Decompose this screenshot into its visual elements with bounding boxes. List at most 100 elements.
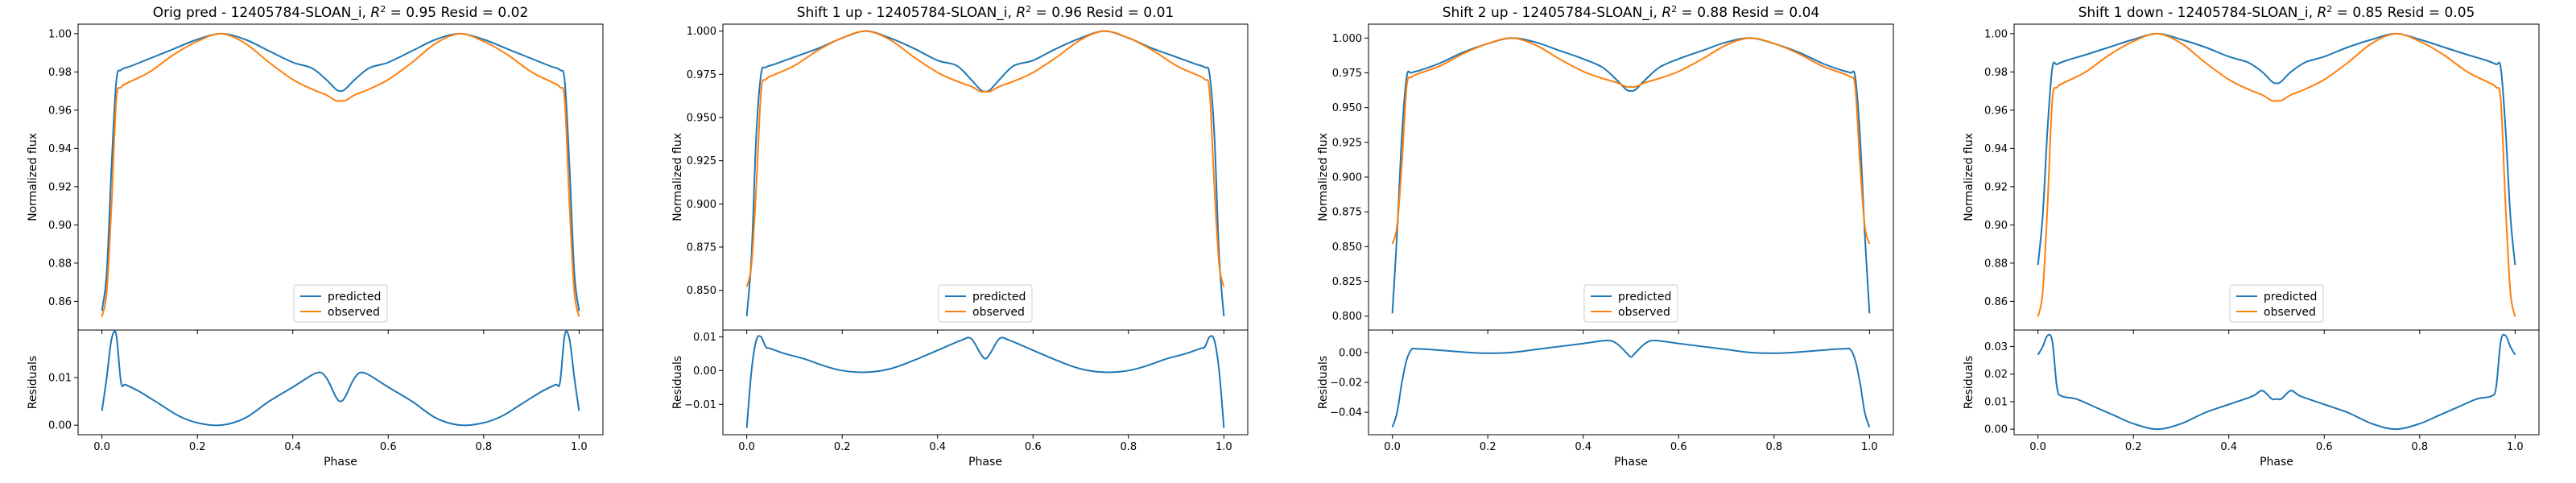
x-axis-label: Phase [1614, 456, 1648, 469]
legend-label-observed: observed [972, 306, 1025, 319]
y-tick-label: 0.86 [48, 296, 72, 308]
chart-title: Orig pred - 12405784-SLOAN_i, R2 = 0.95 … [153, 4, 529, 21]
resid-y-tick-label: 0.01 [48, 373, 72, 385]
y-tick-label: 0.88 [48, 258, 72, 270]
y-tick-label: 0.90 [48, 220, 72, 232]
x-tick-label: 0.4 [929, 441, 946, 453]
y-tick-label: 0.800 [1332, 311, 1362, 323]
legend-box [293, 284, 388, 323]
title-prefix: Orig pred - 12405784-SLOAN_i, [153, 5, 371, 21]
y-tick-label: 0.875 [687, 242, 716, 254]
resid-y-tick-label: 0.01 [1984, 396, 2008, 408]
resid-y-axis-label: Residuals [27, 356, 39, 409]
legend-box [1583, 284, 1678, 323]
legend-label-observed: observed [1618, 306, 1670, 319]
y-tick-label: 0.96 [48, 105, 72, 117]
title-superscript: 2 [1671, 4, 1677, 14]
chart-panel-4: Shift 1 down - 12405784-SLOAN_i, R2 = 0.… [1963, 4, 2540, 469]
title-r-symbol: R [1662, 5, 1671, 21]
resid-y-tick-label: 0.00 [693, 365, 716, 378]
chart-panel-1: Orig pred - 12405784-SLOAN_i, R2 = 0.95 … [27, 4, 604, 469]
resid-y-tick-label: −0.04 [1330, 407, 1362, 419]
y-tick-label: 0.850 [687, 285, 716, 297]
title-prefix: Shift 1 down - 12405784-SLOAN_i, [2079, 5, 2318, 21]
x-tick-label: 0.4 [2220, 441, 2237, 453]
x-tick-label: 0.8 [475, 441, 492, 453]
title-suffix: = 0.96 Resid = 0.01 [1031, 5, 1174, 21]
title-r-symbol: R [1016, 5, 1026, 21]
y-tick-label: 1.00 [1984, 28, 2008, 40]
title-superscript: 2 [380, 4, 386, 14]
y-tick-label: 0.975 [1332, 68, 1362, 80]
residuals-line [745, 335, 1225, 428]
x-tick-label: 0.0 [2029, 441, 2046, 453]
legend-label-observed: observed [2264, 306, 2316, 319]
y-tick-label: 0.900 [687, 199, 716, 211]
resid-y-tick-label: 0.00 [48, 420, 72, 432]
series-line-predicted [2037, 32, 2516, 266]
y-axis-label: Normalized flux [1317, 133, 1330, 221]
legend: predicted observed [2229, 284, 2324, 323]
x-tick-label: 0.8 [1120, 441, 1137, 453]
resid-y-tick-label: 0.03 [1984, 341, 2008, 353]
resid-y-axis-label: Residuals [1963, 356, 1975, 409]
residuals-line [101, 330, 580, 427]
y-tick-label: 0.925 [1332, 137, 1362, 149]
residual-axes-frame [2013, 329, 2540, 436]
series-line-observed [101, 32, 580, 317]
y-tick-label: 0.98 [1984, 67, 2008, 79]
y-axis-label: Normalized flux [671, 133, 684, 221]
legend: predicted observed [938, 284, 1033, 323]
x-tick-label: 1.0 [1216, 441, 1232, 453]
legend: predicted observed [1583, 284, 1678, 323]
title-superscript: 2 [2326, 4, 2332, 14]
x-tick-label: 0.6 [380, 441, 397, 453]
y-axis-label: Normalized flux [1963, 133, 1975, 221]
resid-y-tick-label: 0.00 [1339, 347, 1362, 359]
x-axis-label: Phase [968, 456, 1002, 469]
x-tick-label: 0.6 [1025, 441, 1042, 453]
x-tick-label: 0.0 [1384, 441, 1401, 453]
y-tick-label: 0.90 [1984, 220, 2008, 232]
title-suffix: = 0.88 Resid = 0.04 [1677, 5, 1819, 21]
y-tick-label: 0.900 [1332, 172, 1362, 184]
resid-y-tick-label: 0.02 [1984, 369, 2008, 381]
x-tick-label: 0.0 [738, 441, 755, 453]
chart-title: Shift 1 up - 12405784-SLOAN_i, R2 = 0.96… [797, 4, 1174, 21]
x-tick-label: 0.6 [2316, 441, 2333, 453]
legend-box [938, 284, 1033, 323]
main-axes-frame [77, 23, 604, 331]
legend-label-predicted: predicted [2264, 291, 2317, 303]
x-tick-label: 0.2 [2125, 441, 2142, 453]
y-tick-label: 0.92 [48, 181, 72, 193]
y-axis-label: Normalized flux [27, 133, 39, 221]
series-line-predicted [101, 32, 580, 312]
x-tick-label: 0.6 [1670, 441, 1687, 453]
residuals-line [1391, 340, 1871, 428]
title-superscript: 2 [1026, 4, 1031, 14]
title-prefix: Shift 2 up - 12405784-SLOAN_i, [1443, 5, 1662, 21]
chart-panel-3: Shift 2 up - 12405784-SLOAN_i, R2 = 0.88… [1317, 4, 1894, 469]
series-line-predicted [745, 30, 1225, 316]
legend: predicted observed [293, 284, 388, 323]
x-tick-label: 0.2 [189, 441, 206, 453]
x-tick-label: 0.0 [93, 441, 110, 453]
residual-axes-frame [722, 329, 1249, 436]
y-tick-label: 0.98 [48, 67, 72, 79]
y-tick-label: 0.950 [687, 112, 716, 124]
y-tick-label: 0.94 [48, 143, 72, 155]
legend-label-observed: observed [328, 306, 380, 319]
legend-label-predicted: predicted [328, 291, 381, 303]
y-tick-label: 0.94 [1984, 143, 2008, 155]
chart-title: Shift 1 down - 12405784-SLOAN_i, R2 = 0.… [2079, 4, 2475, 21]
x-tick-label: 0.2 [834, 441, 851, 453]
resid-y-tick-label: −0.01 [684, 399, 716, 411]
series-line-observed [1391, 37, 1871, 245]
title-suffix: = 0.85 Resid = 0.05 [2332, 5, 2475, 21]
y-tick-label: 0.86 [1984, 296, 2008, 308]
resid-y-tick-label: −0.02 [1330, 378, 1362, 390]
chart-title: Shift 2 up - 12405784-SLOAN_i, R2 = 0.88… [1443, 4, 1819, 21]
x-tick-label: 0.8 [2411, 441, 2428, 453]
y-tick-label: 0.875 [1332, 207, 1362, 219]
